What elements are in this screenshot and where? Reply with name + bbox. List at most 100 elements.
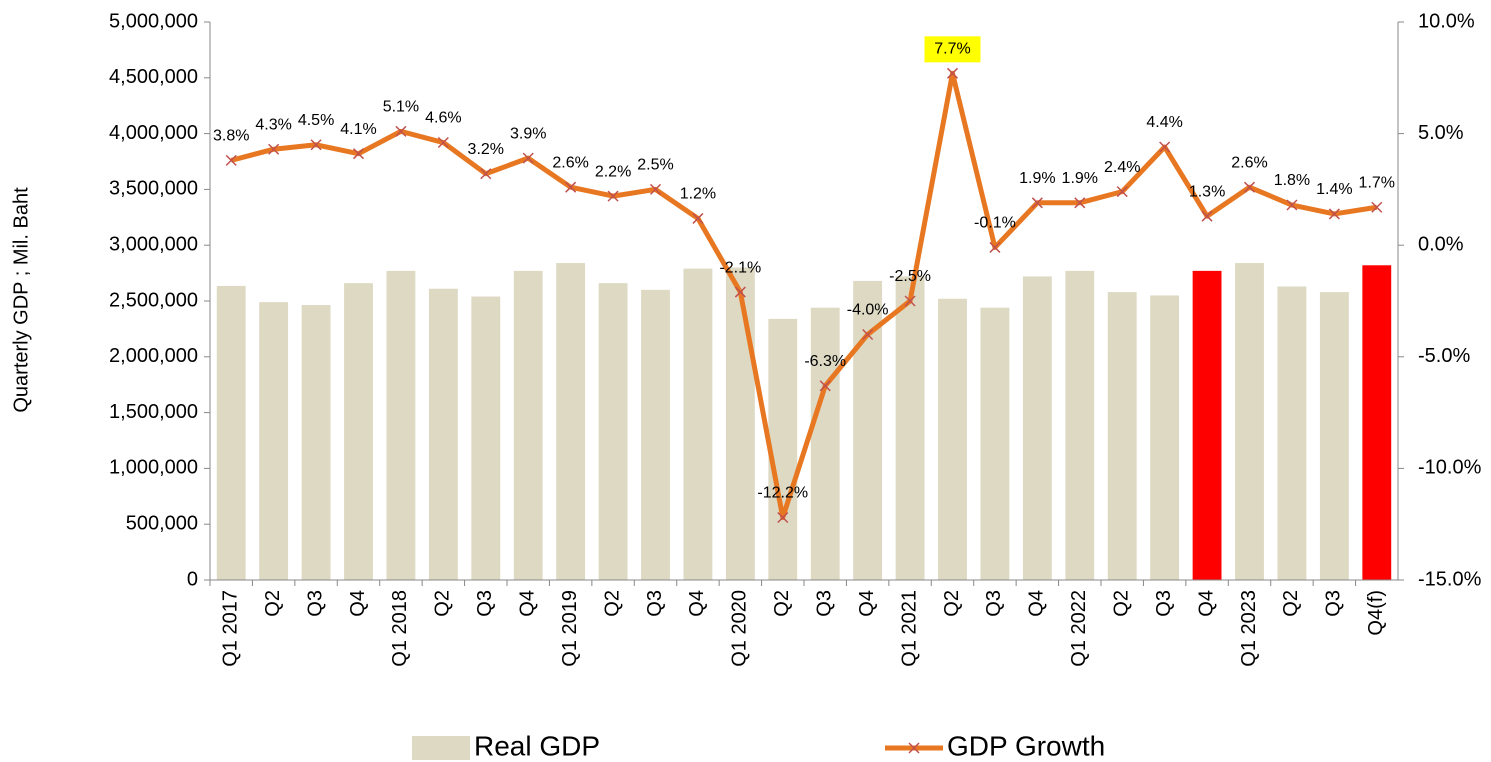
bar: [683, 268, 713, 580]
x-tick-label: Q4: [686, 590, 708, 617]
x-tick-label: Q1 2017: [219, 590, 241, 667]
bar: [768, 318, 798, 580]
bar: [301, 305, 331, 580]
y2-tick-label: 5.0%: [1418, 122, 1464, 144]
y2-tick-label: 10.0%: [1418, 10, 1475, 32]
data-label: -6.3%: [804, 353, 846, 370]
y2-tick-label: -5.0%: [1418, 345, 1470, 367]
y-tick-label: 1,000,000: [109, 457, 198, 479]
y2-tick-label: -15.0%: [1418, 568, 1482, 590]
marker: [1159, 141, 1171, 153]
x-tick-label: Q2: [262, 590, 284, 617]
marker: [904, 295, 916, 307]
x-tick-label: Q3: [983, 590, 1005, 617]
marker: [819, 380, 831, 392]
bar: [980, 307, 1010, 580]
x-tick-label: Q2: [1110, 590, 1132, 617]
marker: [734, 286, 746, 298]
marker: [1328, 208, 1340, 220]
marker: [1201, 210, 1213, 222]
data-label: 2.4%: [1104, 159, 1140, 176]
data-label: 2.5%: [637, 157, 673, 174]
x-tick-label: Q4: [347, 590, 369, 617]
marker: [1074, 197, 1086, 209]
data-label: 1.3%: [1189, 183, 1225, 200]
x-tick-label: Q3: [1323, 590, 1345, 617]
bar: [895, 276, 925, 580]
bar: [810, 307, 840, 580]
marker: [1243, 181, 1256, 193]
data-label: -4.0%: [847, 302, 889, 319]
x-tick-label: Q1 2020: [729, 590, 751, 667]
marker: [310, 139, 322, 151]
bar: [216, 285, 246, 580]
data-label: -2.5%: [889, 268, 931, 285]
bar: [641, 289, 670, 580]
bar: [556, 263, 586, 580]
marker: [777, 511, 789, 524]
bar: [513, 270, 543, 580]
data-label: 3.9%: [510, 125, 546, 142]
data-label: 2.6%: [1231, 154, 1267, 171]
marker: [862, 328, 874, 341]
data-label: 1.9%: [1019, 170, 1055, 187]
bar: [428, 288, 458, 580]
bar: [471, 296, 501, 580]
marker: [437, 136, 449, 149]
marker: [989, 241, 1001, 253]
marker: [692, 212, 704, 224]
x-tick-label: Q2: [771, 590, 793, 617]
y-tick-label: 3,500,000: [109, 178, 198, 200]
data-label: -0.1%: [974, 215, 1016, 232]
bar: [938, 298, 967, 580]
x-tick-label: Q2: [1280, 590, 1302, 617]
y-tick-label: 1,500,000: [109, 401, 198, 423]
y-tick-label: 4,500,000: [109, 66, 198, 88]
data-label: 2.6%: [552, 154, 588, 171]
marker: [225, 154, 237, 166]
x-tick-label: Q2: [941, 590, 963, 617]
x-tick-label: Q1 2023: [1238, 590, 1260, 667]
data-label: 4.1%: [340, 121, 376, 138]
data-label: 4.4%: [1146, 114, 1182, 131]
bar: [1235, 263, 1264, 580]
legend-label: GDP Growth: [947, 730, 1105, 761]
legend-label: Real GDP: [474, 730, 600, 761]
x-tick-label: Q4(f): [1365, 590, 1387, 636]
data-label: 4.5%: [298, 112, 334, 129]
legend-marker: [908, 742, 920, 754]
y-tick-label: 2,000,000: [109, 345, 198, 367]
bar: [1319, 292, 1349, 580]
line: [230, 70, 1378, 521]
bar: [598, 283, 628, 580]
data-label: 1.4%: [1316, 181, 1352, 198]
data-label: 1.9%: [1062, 170, 1098, 187]
marker: [352, 148, 365, 160]
legend-swatch: [412, 736, 470, 760]
data-label: -2.1%: [719, 259, 761, 276]
data-label: 4.3%: [255, 116, 291, 133]
y-tick-label: 0: [187, 568, 198, 590]
data-label: 3.2%: [468, 141, 504, 158]
x-tick-label: Q4: [516, 590, 538, 617]
bar: [853, 280, 883, 580]
marker: [480, 168, 492, 180]
data-label: 7.7%: [934, 41, 970, 58]
x-tick-label: Q1 2019: [559, 590, 581, 667]
data-label: 3.8%: [213, 128, 249, 145]
bar: [1362, 265, 1392, 580]
bar: [1150, 295, 1180, 580]
label-highlight: [924, 36, 981, 63]
y-tick-label: 2,500,000: [109, 289, 198, 311]
x-tick-label: Q4: [1195, 590, 1217, 617]
bar: [1192, 270, 1222, 580]
x-tick-label: Q3: [644, 590, 666, 617]
y-axis-title: Quarterly GDP ; Mil. Baht: [10, 187, 32, 413]
data-label: 4.6%: [425, 110, 461, 127]
bar: [1277, 286, 1307, 580]
x-tick-label: Q1 2018: [389, 590, 411, 667]
x-tick-label: Q3: [1153, 590, 1175, 617]
marker: [1031, 197, 1043, 209]
marker: [649, 183, 662, 195]
